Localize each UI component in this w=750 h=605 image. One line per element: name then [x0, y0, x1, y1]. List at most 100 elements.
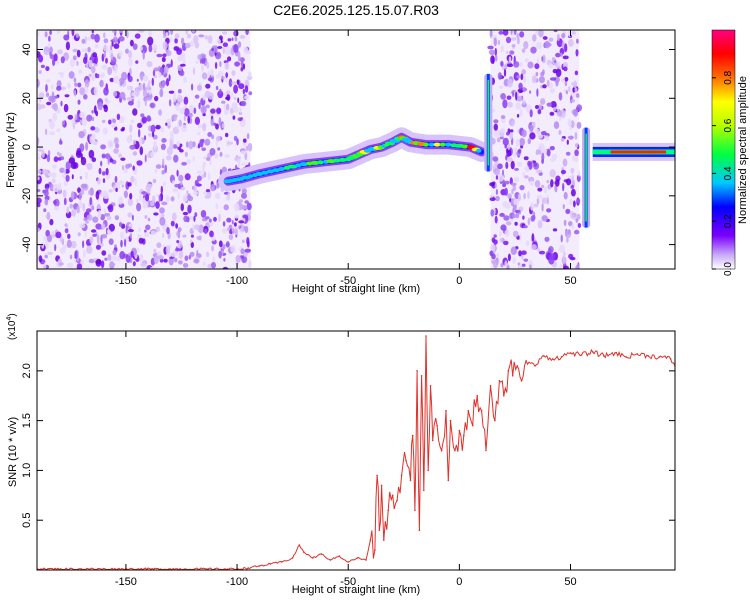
noise-blob: [166, 155, 172, 161]
noise-blob: [183, 115, 186, 122]
x-tick-label: 50: [564, 576, 576, 588]
noise-blob: [505, 202, 511, 210]
y-tick-label: 1.0: [21, 463, 33, 478]
noise-blob: [154, 95, 159, 102]
noise-blob: [151, 195, 156, 203]
noise-blob: [54, 244, 57, 252]
noise-blob: [519, 61, 523, 68]
noise-blob: [91, 157, 97, 163]
noise-blob: [96, 234, 100, 244]
noise-blob: [235, 255, 241, 263]
noise-blob: [129, 233, 132, 239]
noise-blob: [201, 173, 205, 179]
noise-blob: [173, 154, 179, 163]
noise-blob: [519, 108, 523, 117]
noise-blob: [168, 74, 171, 82]
noise-blob: [534, 63, 540, 70]
noise-blob: [196, 250, 199, 256]
noise-blob: [552, 228, 558, 232]
noise-blob: [108, 49, 114, 54]
snr-point: [467, 409, 470, 412]
noise-blob: [231, 81, 237, 85]
noise-blob: [549, 77, 557, 81]
noise-blob: [574, 155, 579, 163]
noise-blob: [86, 36, 91, 41]
noise-blob: [222, 31, 228, 35]
noise-blob: [103, 52, 106, 58]
noise-blob: [508, 56, 512, 63]
noise-blob: [65, 161, 71, 170]
noise-blob: [155, 164, 162, 169]
noise-blob: [180, 63, 186, 67]
ridge-blob: [476, 148, 482, 153]
snr-point: [447, 479, 450, 482]
noise-blob: [244, 248, 251, 253]
snr-point: [320, 553, 323, 555]
noise-blob: [37, 152, 40, 157]
noise-blob: [214, 153, 219, 159]
noise-blob: [530, 202, 534, 211]
noise-blob: [497, 163, 503, 170]
noise-blob: [168, 90, 175, 94]
noise-blob: [57, 49, 63, 55]
noise-blob: [142, 74, 149, 82]
noise-blob: [519, 137, 525, 146]
noise-blob: [49, 52, 52, 57]
noise-blob: [111, 123, 116, 129]
snr-point: [458, 429, 461, 432]
snr-point: [431, 439, 434, 442]
noise-blob: [548, 63, 554, 69]
noise-blob: [512, 230, 519, 238]
noise-blob: [62, 120, 65, 126]
noise-blob: [553, 30, 558, 33]
noise-blob: [58, 72, 64, 76]
noise-blob: [52, 58, 56, 66]
noise-blob: [88, 149, 95, 159]
noise-blob: [215, 192, 221, 198]
noise-blob: [505, 36, 512, 44]
noise-blob: [225, 241, 230, 248]
noise-blob: [222, 221, 226, 227]
noise-blob: [43, 236, 48, 242]
noise-blob: [47, 172, 54, 177]
noise-blob: [37, 169, 42, 175]
noise-blob: [504, 187, 508, 196]
noise-blob: [131, 214, 134, 221]
noise-blob: [68, 157, 76, 164]
noise-blob: [241, 162, 246, 166]
y-tick-label: 2.0: [21, 363, 33, 378]
snr-point: [396, 499, 398, 502]
noise-blob: [571, 174, 574, 183]
snr-point: [436, 424, 438, 427]
noise-blob: [500, 263, 504, 268]
noise-blob: [499, 212, 505, 217]
snr-multiplier-base: (x10: [7, 320, 18, 340]
noise-blob: [160, 185, 163, 194]
noise-blob: [524, 175, 529, 179]
noise-blob: [37, 197, 42, 204]
snr-point: [516, 365, 518, 367]
noise-blob: [38, 70, 42, 74]
noise-blob: [107, 205, 113, 210]
noise-blob: [182, 263, 189, 268]
noise-blob: [102, 127, 108, 135]
noise-blob: [216, 107, 222, 115]
noise-blob: [211, 69, 214, 78]
noise-blob: [537, 187, 543, 192]
noise-blob: [130, 175, 135, 183]
spectrogram-xlabel: Height of straight line (km): [292, 283, 420, 295]
noise-blob: [79, 87, 85, 96]
noise-blob: [119, 251, 126, 260]
noise-blob: [109, 158, 114, 163]
noise-blob: [132, 261, 136, 267]
noise-blob: [244, 200, 249, 204]
noise-blob: [555, 52, 561, 58]
noise-blob: [183, 215, 189, 223]
noise-blob: [59, 167, 65, 174]
noise-blob: [147, 217, 151, 222]
noise-blob: [202, 122, 207, 132]
noise-blob: [178, 250, 184, 259]
noise-blob: [113, 91, 118, 97]
noise-blob: [231, 226, 234, 235]
noise-blob: [176, 169, 179, 177]
